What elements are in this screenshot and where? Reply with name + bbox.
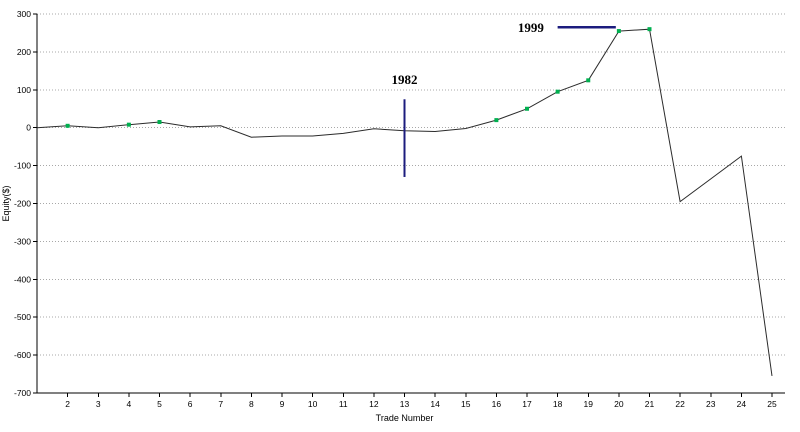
x-tick-label: 13	[400, 399, 410, 409]
x-tick-label: 21	[645, 399, 655, 409]
x-tick-label: 18	[553, 399, 563, 409]
x-tick-label: 3	[96, 399, 101, 409]
x-tick-label: 11	[339, 399, 348, 409]
x-tick-label: 4	[127, 399, 132, 409]
x-tick-label: 24	[737, 399, 747, 409]
y-tick-label: -100	[14, 161, 31, 171]
winning-trade-marker	[525, 106, 529, 111]
y-tick-label: 0	[26, 123, 31, 133]
winning-trade-marker	[555, 89, 560, 94]
annotation-label-1982: 1982	[392, 72, 418, 87]
x-tick-label: 10	[308, 399, 318, 409]
x-tick-label: 14	[430, 399, 440, 409]
x-axis-title: Trade Number	[376, 413, 434, 423]
y-tick-label: 300	[17, 9, 31, 19]
annotation-label-1999: 1999	[518, 20, 545, 35]
y-tick-label: -500	[14, 312, 31, 322]
x-tick-label: 5	[157, 399, 162, 409]
winning-trade-marker	[494, 118, 499, 123]
winning-trade-marker	[157, 120, 162, 125]
winning-trade-marker	[65, 123, 70, 128]
x-tick-label: 16	[492, 399, 502, 409]
y-tick-label: -700	[14, 388, 31, 398]
x-tick-label: 17	[522, 399, 532, 409]
winning-trade-marker	[586, 78, 591, 83]
winning-trade-marker	[126, 122, 131, 127]
winning-trade-marker	[616, 29, 621, 34]
x-tick-label: 12	[369, 399, 379, 409]
y-tick-label: 100	[17, 85, 31, 95]
x-tick-label: 8	[249, 399, 254, 409]
y-axis-title: Equity($)	[1, 185, 11, 221]
x-tick-label: 23	[706, 399, 716, 409]
x-tick-label: 7	[218, 399, 223, 409]
x-tick-label: 2	[65, 399, 70, 409]
x-tick-label: 22	[675, 399, 685, 409]
y-tick-label: -300	[14, 236, 31, 246]
x-tick-label: 6	[188, 399, 193, 409]
x-tick-label: 15	[461, 399, 471, 409]
winning-trade-marker	[647, 27, 652, 32]
x-tick-label: 25	[767, 399, 777, 409]
x-tick-label: 20	[614, 399, 624, 409]
y-tick-label: -200	[14, 199, 31, 209]
x-tick-label: 9	[280, 399, 285, 409]
x-tick-label: 19	[584, 399, 594, 409]
y-tick-label: -600	[14, 350, 31, 360]
y-tick-label: -400	[14, 274, 31, 284]
y-tick-label: 200	[17, 47, 31, 57]
